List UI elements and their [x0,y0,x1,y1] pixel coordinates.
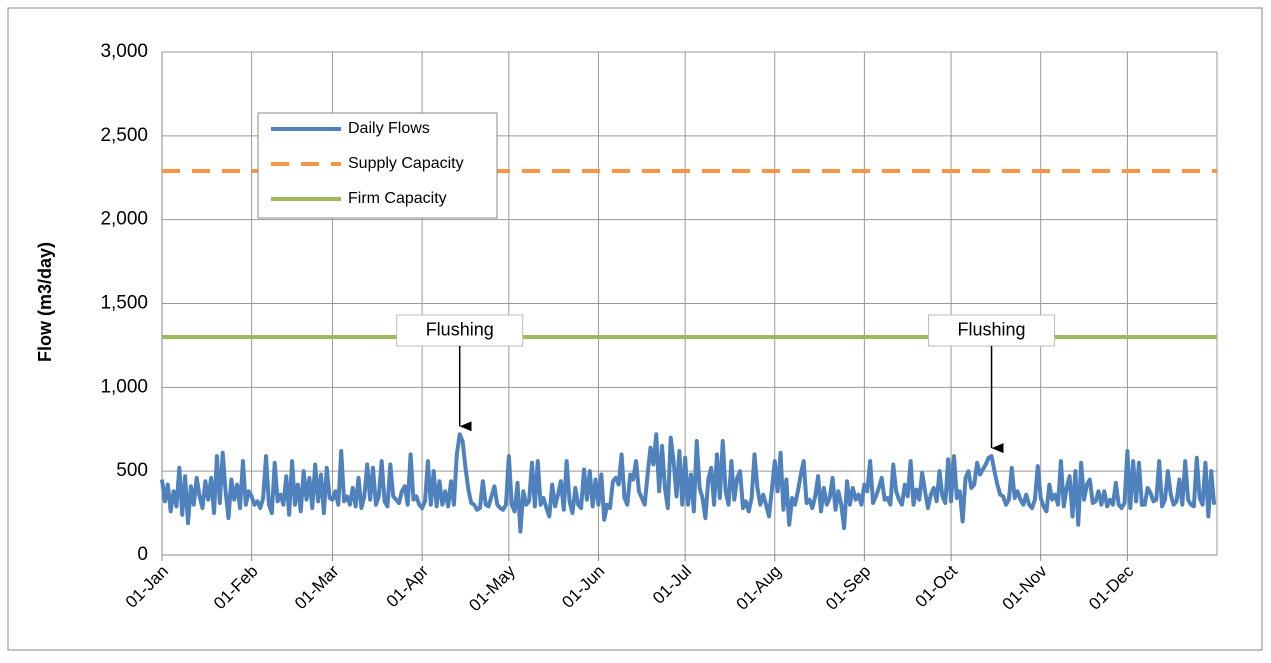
annotation-text: Flushing [426,319,494,339]
y-tick-label: 500 [116,460,148,481]
y-tick-label: 2,000 [100,209,148,230]
y-tick-label: 3,000 [100,41,148,62]
annotation-text: Flushing [958,319,1026,339]
annotation-box [928,314,1056,347]
chart-border [7,7,1263,651]
y-tick-label: 0 [137,544,148,565]
legend-label: Daily Flows [348,120,430,137]
legend-label: Firm Capacity [348,190,447,207]
legend-label: Supply Capacity [348,155,464,172]
y-tick-label: 1,500 [100,293,148,314]
y-tick-label: 1,000 [100,376,148,397]
series-line [160,432,1217,534]
y-tick-label: 2,500 [100,125,148,146]
y-axis-label: Flow (m3/day) [35,242,55,362]
